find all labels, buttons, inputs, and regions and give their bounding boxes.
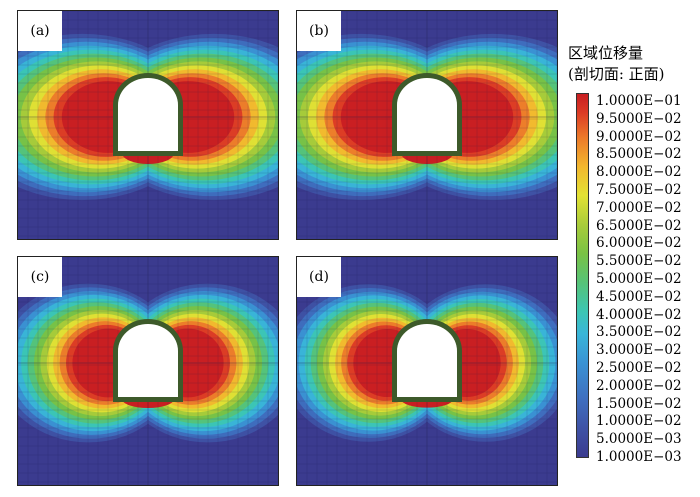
tunnel-opening (118, 78, 178, 151)
contour-panel-b: (b) (296, 10, 558, 240)
legend-tick-label: 4.5000E−02 (596, 288, 682, 305)
legend-title-line1: 区域位移量 (568, 44, 644, 62)
legend-tick-label: 3.5000E−02 (596, 324, 682, 341)
legend-tick-label: 1.0000E−01 (596, 93, 682, 109)
legend-tick-label: 9.0000E−02 (596, 128, 682, 145)
legend-tick-label: 6.5000E−02 (596, 217, 682, 234)
contour-plot-a (18, 11, 278, 239)
contour-panel-c: (c) (17, 256, 279, 486)
contour-plot-b (297, 11, 557, 239)
legend-tick-label: 1.0000E−03 (596, 449, 682, 465)
legend-tick-label: 6.0000E−02 (596, 235, 682, 252)
panel-label-b: (b) (297, 11, 341, 51)
legend-tick-label: 5.0000E−02 (596, 271, 682, 287)
tunnel-opening (118, 324, 178, 397)
legend-tick-label: 1.5000E−02 (596, 395, 682, 412)
legend-tick-label: 4.0000E−02 (596, 306, 682, 323)
legend-tick-label: 8.5000E−02 (596, 146, 682, 163)
legend-title-line2: (剖切面: 正面) (568, 65, 665, 83)
panel-label-c: (c) (18, 257, 62, 297)
legend-tick-label: 1.0000E−02 (596, 413, 682, 430)
legend-tick-label: 5.5000E−02 (596, 253, 682, 270)
legend-tick-label: 2.5000E−02 (596, 360, 682, 376)
legend-tick-label: 7.0000E−02 (596, 199, 682, 216)
panel-label-a: (a) (18, 11, 62, 51)
legend-tick-label: 3.0000E−02 (596, 342, 682, 359)
legend-tick-label: 9.5000E−02 (596, 110, 682, 127)
tunnel-opening (397, 324, 457, 397)
contour-plot-c (18, 257, 278, 485)
legend-tick-label: 7.5000E−02 (596, 182, 682, 198)
legend-tick-label: 5.0000E−03 (596, 431, 682, 448)
contour-panel-d: (d) (296, 256, 558, 486)
tunnel-opening (397, 78, 457, 151)
contour-panel-a: (a) (17, 10, 279, 240)
legend-colorbar (576, 93, 589, 458)
contour-plot-d (297, 257, 557, 485)
legend-tick-label: 8.0000E−02 (596, 164, 682, 181)
panel-label-d: (d) (297, 257, 341, 297)
legend-tick-label: 2.0000E−02 (596, 377, 682, 394)
mesh-grid (297, 257, 557, 485)
